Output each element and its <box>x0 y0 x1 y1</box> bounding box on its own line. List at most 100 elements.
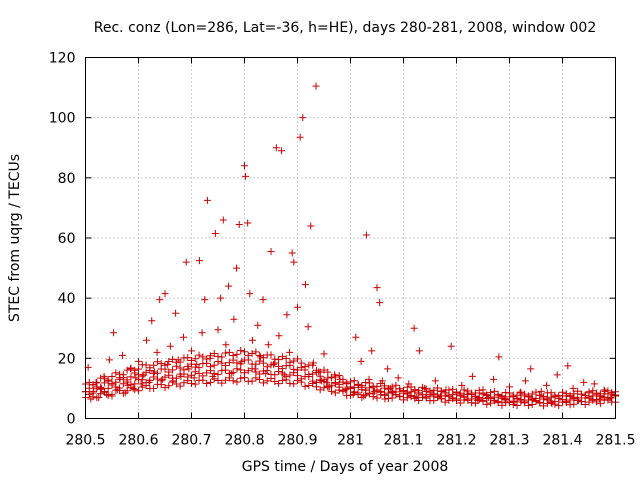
data-point <box>369 389 377 397</box>
data-point <box>229 368 237 376</box>
data-point <box>176 382 184 390</box>
data-point <box>421 384 429 392</box>
data-point <box>275 362 283 370</box>
data-point <box>242 172 250 180</box>
data-point <box>335 372 343 380</box>
x-tick-label: 281.4 <box>542 433 582 449</box>
data-point <box>184 354 192 362</box>
data-point <box>264 341 272 349</box>
data-point <box>121 389 129 397</box>
data-point <box>574 396 582 404</box>
data-point <box>188 356 195 364</box>
data-point <box>116 375 124 383</box>
data-point <box>153 369 161 377</box>
data-point <box>203 380 211 388</box>
data-point <box>415 347 423 355</box>
data-point <box>256 353 264 361</box>
data-point <box>172 309 180 317</box>
data-point <box>278 365 286 373</box>
data-point <box>267 351 275 359</box>
x-tick-label: 280.9 <box>277 433 317 449</box>
data-point <box>464 396 472 404</box>
data-point <box>233 359 241 367</box>
data-point <box>165 368 173 376</box>
data-point <box>105 356 113 364</box>
data-point <box>135 387 142 395</box>
data-point <box>413 393 421 401</box>
data-point <box>376 299 384 307</box>
data-point <box>195 351 203 359</box>
x-tick-label: 281.2 <box>436 433 476 449</box>
data-point <box>206 354 214 362</box>
data-point <box>574 387 582 395</box>
data-point <box>97 384 105 392</box>
data-point <box>145 378 153 386</box>
data-point <box>283 311 291 319</box>
data-point <box>548 399 556 407</box>
data-point <box>156 296 164 304</box>
data-point <box>585 389 593 397</box>
data-point <box>271 371 279 379</box>
axis-ticks: 280.5 280.6 280.7 280.8 280.9 281 281.1 281.2 28… <box>49 51 636 449</box>
data-point <box>241 369 248 377</box>
data-point <box>304 323 312 331</box>
x-axis-label: GPS time / Days of year 2008 <box>242 459 449 475</box>
data-point <box>430 397 438 405</box>
data-point <box>209 372 217 380</box>
data-point <box>458 381 466 389</box>
data-point <box>241 162 248 170</box>
data-point <box>305 382 313 390</box>
data-point <box>270 360 278 368</box>
data-point <box>562 399 570 407</box>
data-point <box>233 365 241 373</box>
data-point <box>299 114 307 122</box>
data-point <box>537 387 545 395</box>
data-point <box>386 384 394 392</box>
data-point <box>608 390 616 398</box>
data-point <box>252 348 260 356</box>
data-point <box>271 378 279 386</box>
data-point <box>331 389 339 397</box>
data-point <box>369 383 377 391</box>
data-point <box>354 389 362 397</box>
data-point <box>248 350 256 358</box>
data-point <box>256 370 264 378</box>
data-point <box>410 324 418 332</box>
data-point <box>434 391 442 399</box>
data-point <box>150 361 158 369</box>
data-point <box>195 257 203 265</box>
data-point <box>135 357 142 365</box>
data-point <box>119 351 127 359</box>
data-point <box>119 380 127 388</box>
data-point <box>494 391 502 399</box>
data-point <box>214 376 222 384</box>
data-point <box>188 347 195 355</box>
data-point <box>320 384 328 392</box>
data-point <box>248 336 256 344</box>
data-point <box>241 348 248 356</box>
data-point <box>108 380 116 388</box>
data-point <box>233 264 241 272</box>
plot-frame <box>85 57 616 419</box>
data-point <box>479 397 487 405</box>
data-point <box>434 384 442 392</box>
data-point <box>275 356 283 364</box>
data-point <box>536 391 544 399</box>
data-point <box>256 352 264 360</box>
data-point <box>230 315 238 323</box>
data-point <box>222 376 230 384</box>
x-tick-label: 280.7 <box>171 433 211 449</box>
data-point <box>456 389 464 397</box>
data-point <box>343 379 351 387</box>
data-point <box>415 387 423 395</box>
data-point <box>483 400 491 408</box>
data-point <box>238 357 246 365</box>
data-point <box>463 390 471 398</box>
data-point <box>464 387 472 395</box>
data-point <box>272 144 280 152</box>
data-point <box>203 355 211 363</box>
data-point <box>206 363 214 371</box>
data-point <box>195 370 203 378</box>
data-point <box>378 377 386 385</box>
data-point <box>92 378 100 386</box>
